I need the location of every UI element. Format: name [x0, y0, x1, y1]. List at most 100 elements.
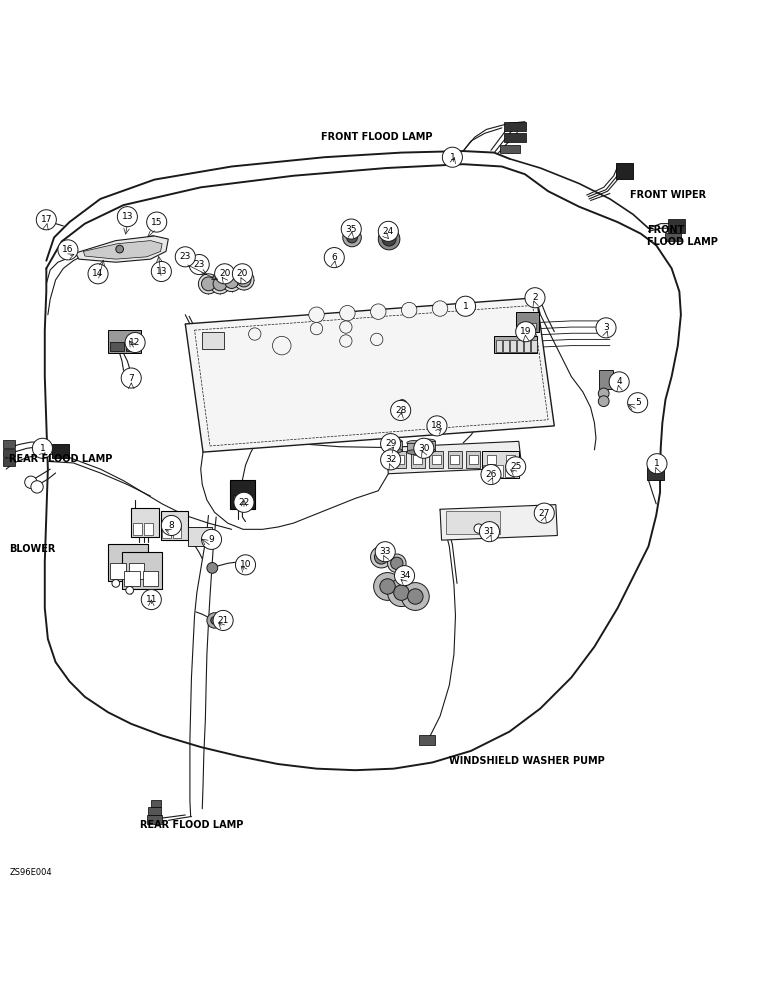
Text: 13: 13	[122, 212, 133, 221]
Text: FRONT
FLOOD LAMP: FRONT FLOOD LAMP	[647, 225, 718, 247]
Circle shape	[483, 525, 497, 539]
Circle shape	[222, 271, 242, 292]
Text: 1: 1	[39, 444, 46, 453]
FancyBboxPatch shape	[394, 455, 404, 464]
FancyBboxPatch shape	[151, 800, 161, 807]
FancyBboxPatch shape	[3, 449, 15, 457]
Ellipse shape	[388, 439, 402, 444]
Circle shape	[474, 524, 483, 533]
Circle shape	[375, 542, 395, 562]
Circle shape	[340, 321, 352, 333]
FancyBboxPatch shape	[500, 145, 520, 153]
Circle shape	[210, 274, 230, 294]
Text: 8: 8	[168, 521, 174, 530]
FancyBboxPatch shape	[3, 440, 15, 448]
Circle shape	[238, 556, 249, 567]
FancyBboxPatch shape	[173, 526, 181, 538]
Circle shape	[232, 264, 252, 284]
FancyBboxPatch shape	[388, 441, 402, 451]
Circle shape	[201, 277, 215, 291]
FancyBboxPatch shape	[482, 451, 519, 478]
Circle shape	[124, 373, 138, 387]
Circle shape	[144, 592, 158, 606]
Text: 33: 33	[380, 547, 391, 556]
FancyBboxPatch shape	[616, 163, 633, 179]
Circle shape	[225, 275, 239, 288]
FancyBboxPatch shape	[516, 312, 539, 332]
Circle shape	[127, 376, 135, 383]
Circle shape	[432, 301, 448, 316]
Text: REAR FLOOD LAMP: REAR FLOOD LAMP	[140, 820, 243, 830]
Text: 35: 35	[346, 225, 357, 234]
Text: 4: 4	[616, 377, 622, 386]
Text: 13: 13	[156, 267, 167, 276]
Text: 27: 27	[539, 509, 550, 518]
Circle shape	[273, 336, 291, 355]
Circle shape	[341, 219, 361, 239]
Circle shape	[249, 328, 261, 340]
Circle shape	[598, 388, 609, 399]
Circle shape	[381, 450, 401, 470]
Circle shape	[25, 476, 37, 488]
FancyBboxPatch shape	[392, 451, 406, 468]
Ellipse shape	[422, 448, 435, 453]
FancyBboxPatch shape	[485, 451, 499, 468]
FancyBboxPatch shape	[110, 342, 124, 351]
FancyBboxPatch shape	[108, 330, 141, 353]
FancyBboxPatch shape	[230, 480, 255, 509]
Circle shape	[401, 583, 429, 610]
FancyBboxPatch shape	[504, 133, 526, 142]
Circle shape	[201, 529, 222, 549]
Circle shape	[343, 228, 361, 247]
Circle shape	[596, 318, 616, 338]
Circle shape	[43, 217, 49, 224]
Circle shape	[161, 515, 181, 536]
Polygon shape	[185, 298, 554, 452]
Circle shape	[371, 333, 383, 346]
Circle shape	[525, 288, 545, 308]
Text: 23: 23	[180, 252, 191, 261]
Circle shape	[414, 438, 434, 458]
Circle shape	[32, 438, 52, 458]
FancyBboxPatch shape	[483, 465, 493, 477]
Circle shape	[58, 240, 78, 260]
FancyBboxPatch shape	[448, 451, 462, 468]
Circle shape	[388, 579, 415, 607]
FancyBboxPatch shape	[52, 444, 69, 458]
FancyBboxPatch shape	[494, 465, 503, 477]
Circle shape	[126, 586, 134, 594]
Text: 11: 11	[146, 595, 157, 604]
FancyBboxPatch shape	[503, 451, 517, 468]
Circle shape	[382, 232, 396, 246]
Text: FRONT FLOOD LAMP: FRONT FLOOD LAMP	[321, 132, 432, 142]
FancyBboxPatch shape	[411, 451, 425, 468]
Circle shape	[506, 457, 526, 477]
FancyBboxPatch shape	[3, 458, 15, 466]
Circle shape	[116, 245, 124, 253]
FancyBboxPatch shape	[503, 340, 509, 352]
Text: 1: 1	[462, 302, 469, 311]
Circle shape	[374, 550, 388, 564]
FancyBboxPatch shape	[496, 340, 502, 352]
FancyBboxPatch shape	[122, 552, 162, 589]
FancyBboxPatch shape	[531, 340, 537, 352]
Circle shape	[207, 613, 222, 628]
Polygon shape	[76, 236, 168, 262]
FancyBboxPatch shape	[382, 454, 394, 465]
Circle shape	[628, 393, 648, 413]
Circle shape	[481, 464, 501, 485]
FancyBboxPatch shape	[148, 807, 161, 815]
Ellipse shape	[407, 441, 421, 445]
Circle shape	[175, 247, 195, 267]
FancyBboxPatch shape	[506, 455, 515, 464]
Text: 29: 29	[385, 439, 396, 448]
Text: 34: 34	[399, 571, 410, 580]
FancyBboxPatch shape	[432, 455, 441, 464]
Text: 20: 20	[219, 269, 230, 278]
Circle shape	[151, 261, 171, 282]
Circle shape	[310, 322, 323, 335]
Circle shape	[516, 322, 536, 342]
FancyBboxPatch shape	[446, 511, 500, 534]
Circle shape	[442, 147, 462, 167]
Text: 30: 30	[418, 444, 429, 453]
